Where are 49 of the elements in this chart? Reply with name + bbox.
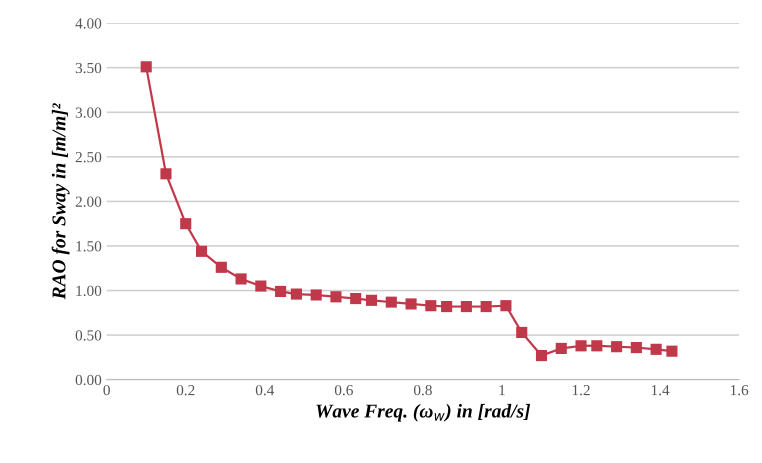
point — [386, 296, 397, 308]
x-axis-title: Wave Freq. (ω$_{w}$) in [rad/s] — [316, 404, 530, 422]
x-tick-label: 0.4 — [256, 384, 274, 396]
point — [611, 341, 622, 352]
x-tick-label: 1.4 — [652, 385, 670, 396]
point — [330, 291, 342, 302]
point — [180, 218, 192, 230]
point — [516, 326, 528, 338]
point — [216, 262, 227, 273]
y-tick-label: 1.00 — [76, 286, 102, 296]
x-tick-label: 0.8 — [414, 384, 432, 396]
point — [405, 298, 417, 310]
y-tick-label: 2.00 — [76, 196, 102, 207]
x-tick-label: 0.6 — [334, 384, 353, 396]
point — [650, 344, 662, 355]
point — [575, 340, 587, 352]
point — [556, 342, 567, 354]
point — [290, 288, 302, 300]
x-tick-label: 1 — [499, 385, 505, 396]
point — [140, 61, 152, 72]
point — [480, 301, 492, 312]
point — [500, 300, 512, 312]
point — [536, 350, 548, 362]
x-tick-label: 0.2 — [176, 384, 194, 396]
point — [425, 300, 436, 312]
point — [630, 342, 642, 354]
x-tick-label: 1.2 — [572, 385, 590, 396]
point — [366, 294, 378, 306]
y-tick-label: 3.50 — [76, 62, 102, 74]
point — [255, 280, 266, 292]
x-tick-label: 0 — [103, 384, 110, 396]
point — [236, 273, 247, 284]
y-tick-label: 2.50 — [76, 152, 102, 162]
point — [591, 340, 602, 352]
y-tick-label: 0.50 — [76, 330, 102, 341]
y-tick-label: 0.00 — [76, 374, 102, 386]
point — [460, 301, 472, 312]
y-tick-label: 1.50 — [76, 241, 102, 252]
point — [275, 286, 286, 297]
point — [196, 246, 208, 257]
y-axis-title: RAO for Sway in [m/m]² — [52, 103, 70, 300]
point — [160, 168, 172, 180]
y-tick-label: 4.00 — [75, 18, 102, 29]
x-tick-label: 1.6 — [730, 385, 748, 396]
point — [441, 301, 452, 312]
y-tick-label: 3.00 — [76, 107, 102, 118]
point — [350, 293, 362, 304]
point — [666, 346, 678, 357]
point — [310, 289, 322, 301]
